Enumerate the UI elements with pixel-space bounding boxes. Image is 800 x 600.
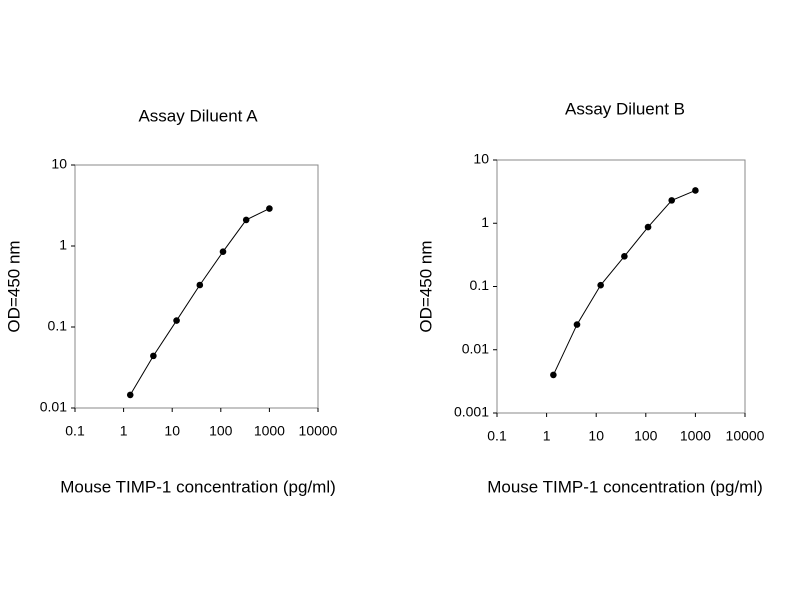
- series-line: [552, 189, 696, 376]
- y-axis-label: OD=450 nm: [416, 240, 435, 332]
- data-point: [644, 223, 652, 231]
- data-point: [266, 205, 273, 212]
- x-tick-label: 10: [164, 423, 180, 439]
- y-tick-label: 1: [481, 214, 489, 230]
- x-tick-label: 1000: [254, 423, 285, 439]
- y-tick-label: 0.1: [470, 277, 490, 293]
- x-tick-label: 1000: [680, 428, 711, 444]
- y-axis-label: OD=450 nm: [4, 240, 23, 332]
- y-tick-label: 10: [473, 151, 489, 167]
- y-tick-label: 1: [59, 237, 67, 253]
- x-tick-label: 10: [588, 428, 604, 444]
- x-tick-label: 0.1: [487, 428, 507, 444]
- data-point: [219, 248, 227, 256]
- series-line: [129, 208, 270, 396]
- plot-frame: [74, 164, 319, 409]
- y-tick-label: 0.01: [40, 399, 67, 415]
- y-tick-label: 0.1: [48, 318, 68, 334]
- x-tick-label: 100: [209, 423, 233, 439]
- y-tick-label: 10: [51, 156, 67, 172]
- data-point: [126, 391, 134, 399]
- x-tick-label: 0.1: [65, 423, 85, 439]
- x-tick-label: 10000: [299, 423, 338, 439]
- data-point: [573, 321, 581, 328]
- data-point: [621, 253, 628, 260]
- data-point: [150, 352, 157, 360]
- x-tick-label: 1: [120, 423, 128, 439]
- chart-title: Assay Diluent A: [138, 106, 258, 125]
- data-point: [173, 317, 180, 324]
- x-tick-label: 1: [543, 428, 551, 444]
- y-tick-label: 0.001: [454, 404, 489, 420]
- data-point: [597, 281, 604, 289]
- data-point: [196, 281, 204, 289]
- data-point: [692, 187, 699, 194]
- x-tick-label: 10000: [726, 428, 765, 444]
- x-tick-label: 100: [634, 428, 658, 444]
- plot-frame: [496, 159, 746, 414]
- data-point: [668, 197, 676, 204]
- data-point: [550, 371, 557, 379]
- x-axis-label: Mouse TIMP-1 concentration (pg/ml): [487, 477, 763, 496]
- data-point: [242, 216, 250, 224]
- chart-title: Assay Diluent B: [565, 99, 685, 118]
- x-axis-label: Mouse TIMP-1 concentration (pg/ml): [60, 477, 336, 496]
- y-tick-label: 0.01: [462, 340, 489, 356]
